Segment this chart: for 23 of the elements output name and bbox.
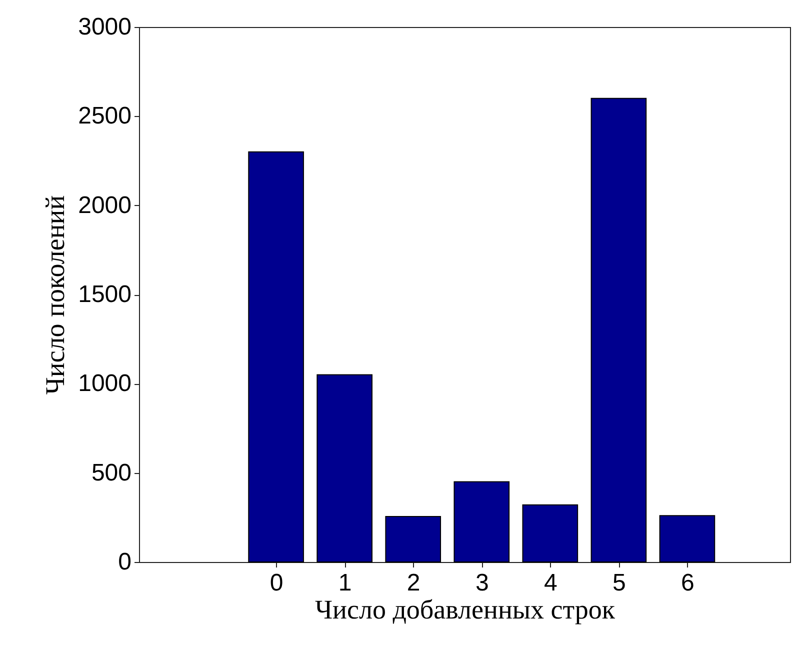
bar	[248, 151, 304, 562]
y-tick-label: 2500	[78, 102, 132, 130]
bar	[659, 515, 716, 562]
x-tick-label: 1	[338, 570, 352, 596]
y-tick-label: 2000	[78, 192, 132, 219]
x-tick-label: 3	[475, 570, 489, 596]
y-axis-title: Число поколений	[40, 195, 70, 395]
y-tick-label: 3000	[78, 14, 132, 40]
bar	[590, 98, 647, 562]
bar	[454, 481, 510, 562]
x-axis-title: Число добавленных строк	[314, 594, 616, 624]
bar	[385, 516, 442, 562]
y-tick-label: 500	[91, 459, 132, 486]
x-tick-label: 6	[681, 570, 694, 596]
bar	[316, 374, 372, 562]
y-tick-label: 0	[118, 548, 132, 576]
y-tick-label: 1500	[78, 281, 132, 308]
x-tick-label: 5	[612, 570, 626, 596]
x-tick-label: 4	[544, 570, 558, 596]
x-tick-label: 2	[406, 570, 420, 596]
bar	[522, 504, 578, 562]
y-tick-label: 1000	[78, 370, 132, 398]
x-tick-label: 0	[270, 570, 284, 596]
